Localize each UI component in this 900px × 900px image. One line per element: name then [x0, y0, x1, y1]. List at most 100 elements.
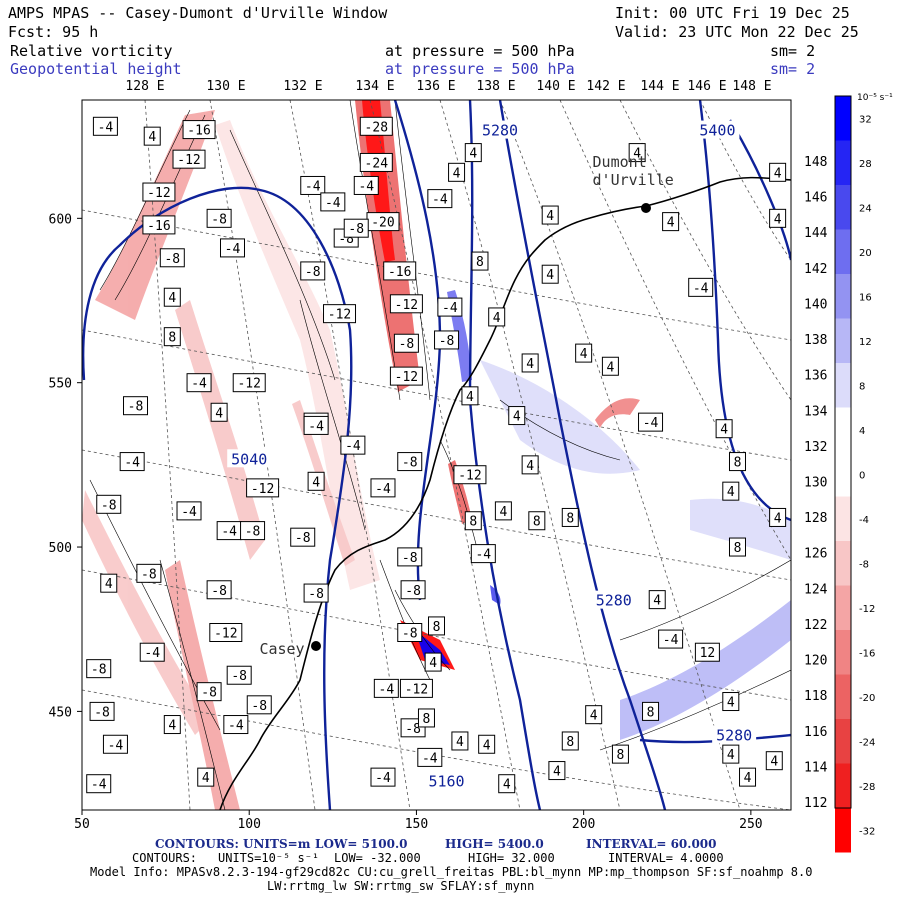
vorticity-label: -8	[246, 695, 272, 715]
vorticity-label-text: -8	[251, 699, 267, 714]
vorticity-label: 4	[541, 205, 559, 225]
vorticity-label: 4	[769, 162, 787, 182]
vorticity-label-box	[159, 248, 185, 268]
vorticity-label: -4	[300, 175, 326, 195]
vorticity-label: 4	[210, 402, 228, 422]
vorticity-label: 4	[722, 481, 740, 501]
vorticity-label-text: -8	[439, 334, 455, 349]
vorticity-label-box	[359, 152, 393, 172]
vorticity-label-text: -8	[91, 663, 107, 678]
vorticity-label: -12	[232, 373, 266, 393]
vorticity-label-box	[488, 307, 506, 327]
vorticity-label-box	[206, 580, 232, 600]
vorticity-label: -8	[397, 623, 423, 642]
vorticity-label-box	[548, 761, 566, 781]
field1-smoothing: sm= 2	[770, 42, 816, 60]
vorticity-label: -4	[427, 189, 453, 209]
vorticity-label: -12	[142, 182, 176, 202]
vorticity-label-text: -4	[108, 738, 124, 753]
vorticity-label-box	[397, 547, 423, 567]
vorticity-label: 4	[461, 386, 479, 406]
vorticity-label-box	[300, 175, 326, 195]
colorbar-label: -24	[859, 737, 875, 748]
map-frame	[81, 99, 792, 811]
vorticity-label: 4	[521, 353, 539, 373]
vorticity-label-box	[303, 415, 329, 435]
vorticity-label-box	[722, 481, 740, 501]
colorbar-label: 24	[859, 203, 872, 214]
vorticity-label-box	[417, 708, 435, 728]
vorticity-label: -4	[638, 412, 664, 432]
vorticity-label-box	[722, 744, 740, 764]
colorbar-label: -20	[859, 693, 875, 704]
vorticity-label-box	[303, 583, 329, 603]
vorticity-label-box	[769, 162, 787, 182]
vorticity-label-box	[300, 261, 326, 281]
vorticity-label-text: 8	[433, 620, 441, 635]
field1-name: Relative vorticity	[10, 42, 173, 60]
vorticity-label-box	[471, 251, 489, 271]
vorticity-label: 4	[508, 406, 526, 426]
map-title: AMPS MPAS -- Casey-Dumont d'Urville Wind…	[8, 4, 388, 22]
vorticity-label: 4	[307, 471, 325, 491]
vorticity-label-text: -4	[475, 548, 491, 563]
x-axis-ticks: 50 100 150 200 250	[74, 810, 763, 832]
vorticity-label-box	[209, 623, 243, 642]
vorticity-label: 8	[728, 452, 746, 472]
vorticity-label: -12	[246, 478, 280, 498]
vorticity-label: -4	[373, 678, 399, 698]
vorticity-label-box	[119, 452, 145, 472]
vorticity-label-text: -4	[308, 419, 324, 434]
vorticity-label-box	[728, 452, 746, 472]
footer-model-info-2: LW:rrtmg_lw SW:rrtmg_sw SFLAY:sf_mynn	[267, 879, 535, 893]
footer-height-units: UNITS=m	[243, 837, 311, 851]
vorticity-label-box	[223, 715, 249, 735]
vorticity-label-text: -8	[128, 400, 144, 415]
vorticity-label-box	[136, 563, 162, 583]
vorticity-label-text: -16	[187, 124, 210, 139]
vorticity-label: -24	[359, 152, 393, 172]
vorticity-label-box	[611, 744, 629, 764]
vorticity-label: -20	[366, 212, 400, 232]
colorbar-segment	[835, 185, 851, 230]
field1-pressure: at pressure = 500 hPa	[385, 42, 575, 60]
vorticity-label-text: -4	[375, 482, 391, 497]
vorticity-label-box	[478, 734, 496, 754]
vorticity-label-box	[123, 396, 149, 416]
vorticity-label: -8	[397, 547, 423, 567]
colorbar-segment	[835, 229, 851, 274]
right-latitude-label: 130 E	[804, 476, 843, 491]
vorticity-label: -8	[290, 527, 316, 547]
vorticity-label-text: 4	[580, 347, 588, 362]
vorticity-label: 4	[448, 162, 466, 182]
vorticity-label-text: -4	[325, 196, 341, 211]
right-latitude-label: 120 E	[804, 654, 843, 669]
vorticity-label-box	[373, 678, 399, 698]
vorticity-label: 4	[163, 715, 181, 735]
y-tick-label: 600	[49, 212, 72, 227]
vorticity-label-text: -20	[371, 216, 394, 231]
vorticity-label-text: 8	[533, 515, 541, 530]
vorticity-label-text: -8	[308, 587, 324, 602]
right-latitude-label: 116 E	[804, 725, 843, 740]
height-label-bg	[478, 120, 523, 139]
vorticity-label: -4	[139, 642, 165, 662]
vorticity-label-text: -8	[101, 498, 117, 513]
vorticity-label: -12	[453, 465, 487, 485]
vorticity-label-text: 8	[566, 511, 574, 526]
vorticity-label-box	[585, 705, 603, 725]
colorbar-label: -8	[859, 559, 869, 570]
vorticity-label: -4	[216, 521, 242, 541]
vorticity-label-text: -4	[191, 377, 207, 392]
vorticity-label: -4	[303, 415, 329, 435]
top-longitude-label: 136 E	[416, 79, 455, 94]
casey-station-marker	[311, 641, 321, 651]
vorticity-label: -4	[186, 373, 212, 393]
vorticity-label-text: -12	[405, 682, 428, 697]
vorticity-label: -8	[343, 218, 369, 238]
colorbar-label: 12	[859, 337, 872, 348]
vorticity-label-text: -8	[402, 627, 418, 642]
vorticity-label: 8	[528, 511, 546, 531]
vorticity-label-text: -8	[164, 252, 180, 267]
vorticity-label-box	[769, 208, 787, 228]
